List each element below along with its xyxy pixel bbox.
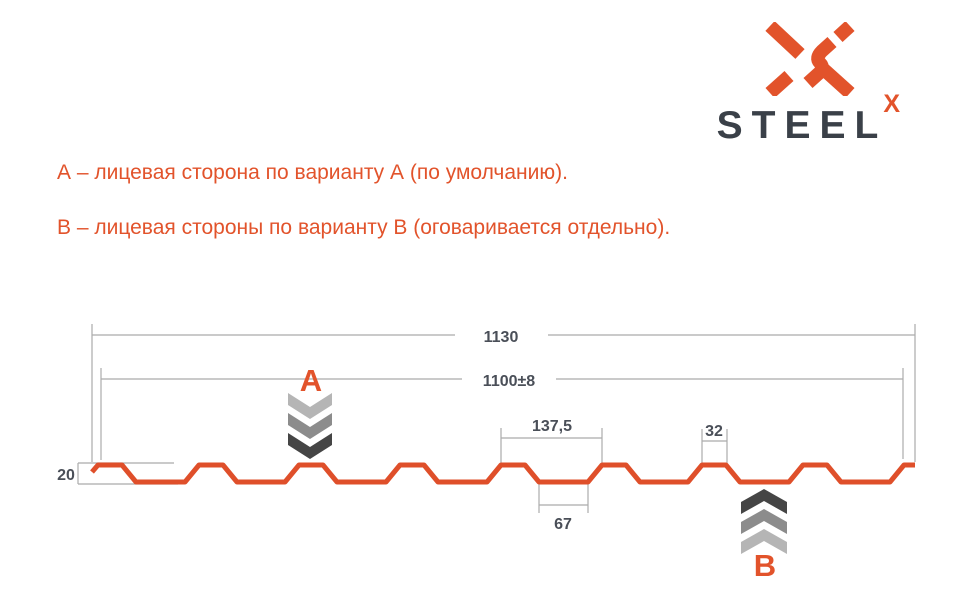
brand-wordmark: STEELX xyxy=(716,92,904,147)
dimension-overall-width: 1130 xyxy=(91,324,916,462)
steelx-logo: STEELX xyxy=(717,22,904,145)
height-label: 20 xyxy=(57,467,75,484)
marker-a-label: А xyxy=(300,363,322,398)
marker-b-label: В xyxy=(754,548,776,583)
triple-chevron-up-icon xyxy=(741,489,787,554)
pitch-label: 137,5 xyxy=(532,418,572,435)
dimension-valley: 67 xyxy=(538,484,589,533)
triple-chevron-down-icon xyxy=(288,393,332,459)
rib-top-label: 32 xyxy=(705,423,723,440)
working-width-label: 1100±8 xyxy=(483,373,535,390)
note-variant-b: В – лицевая стороны по варианту В (огова… xyxy=(57,216,671,239)
dimension-height: 20 xyxy=(57,462,178,485)
overall-width-label: 1130 xyxy=(484,329,519,346)
brand-name: STEEL xyxy=(716,104,888,147)
dimension-rib-top: 32 xyxy=(701,423,728,463)
steelx-x-icon xyxy=(765,22,855,96)
marker-variant-b: В xyxy=(741,489,787,583)
profile-polyline xyxy=(90,462,915,485)
marker-variant-a: А xyxy=(288,363,332,459)
note-variant-a: А – лицевая сторона по варианту А (по ум… xyxy=(57,161,568,184)
dimension-working-width: 1100±8 xyxy=(100,368,904,460)
valley-label: 67 xyxy=(554,516,572,533)
brand-sup-x: X xyxy=(883,90,900,118)
dimension-pitch: 137,5 xyxy=(500,418,603,463)
